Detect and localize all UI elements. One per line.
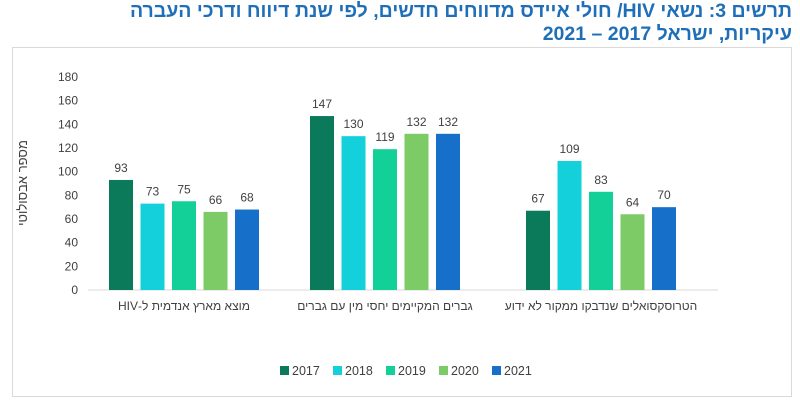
y-tick-label: 40 [65, 236, 79, 250]
legend-swatch [492, 366, 501, 375]
bar-2017 [526, 210, 550, 290]
bar-2018 [341, 136, 366, 290]
bar-2020 [404, 133, 429, 290]
bar-2019 [589, 191, 613, 290]
y-tick-label: 180 [58, 70, 78, 84]
bar-2020 [620, 214, 645, 290]
y-tick-label: 0 [71, 283, 78, 297]
bar-2018 [557, 161, 582, 290]
data-label: 73 [146, 185, 160, 199]
bar-2019 [373, 149, 397, 290]
legend-swatch [280, 366, 289, 375]
bar-2019 [172, 201, 196, 290]
bar-2021 [652, 207, 676, 290]
legend-label: 2018 [345, 364, 373, 378]
y-tick-label: 120 [58, 141, 78, 155]
chart-frame [12, 47, 792, 397]
data-label: 147 [312, 97, 332, 111]
chart-title-line-2: עיקריות, ישראל 2017 – 2021 [542, 23, 792, 45]
legend-swatch [386, 366, 395, 375]
data-label: 119 [375, 130, 394, 144]
category-label: גברים המקיימים יחסי מין עם גברים [297, 299, 472, 313]
data-label: 66 [209, 193, 223, 207]
legend-label: 2021 [504, 364, 532, 378]
legend-label: 2019 [398, 364, 426, 378]
data-label: 83 [594, 173, 608, 187]
y-tick-label: 20 [65, 259, 79, 273]
legend-label: 2017 [292, 364, 320, 378]
data-label: 109 [559, 142, 579, 156]
data-label: 68 [240, 191, 254, 205]
y-tick-label: 140 [58, 117, 78, 131]
bar-2017 [109, 179, 133, 290]
data-label: 67 [531, 192, 545, 206]
data-label: 93 [114, 161, 128, 175]
bar-2021 [436, 133, 460, 290]
legend-swatch [439, 366, 448, 375]
bar-2020 [203, 211, 228, 290]
data-label: 130 [343, 117, 363, 131]
bar-2017 [310, 116, 334, 290]
category-label: הטרוסקסואלים שנדבקו ממקור לא ידוע [505, 299, 698, 313]
legend-swatch [333, 366, 342, 375]
category-label: מוצא מארץ אנדמית ל-HIV [118, 299, 250, 313]
chart-title-line-1: תרשים 3: נשאי HIV/ חולי איידס מדווחים חד… [129, 0, 792, 22]
y-axis-label: מספר אבסולוטי [15, 140, 30, 226]
bar-2021 [235, 209, 259, 290]
y-tick-label: 80 [65, 188, 79, 202]
bar-2018 [140, 203, 165, 290]
data-label: 75 [177, 182, 191, 196]
y-tick-label: 160 [58, 94, 78, 108]
data-label: 132 [406, 115, 426, 129]
data-label: 64 [626, 195, 640, 209]
data-label: 132 [438, 115, 458, 129]
data-label: 70 [657, 188, 671, 202]
y-tick-label: 60 [65, 212, 79, 226]
chart-title: תרשים 3: נשאי HIV/ חולי איידס מדווחים חד… [2, 0, 792, 46]
legend-label: 2020 [451, 364, 479, 378]
y-tick-label: 100 [58, 165, 78, 179]
